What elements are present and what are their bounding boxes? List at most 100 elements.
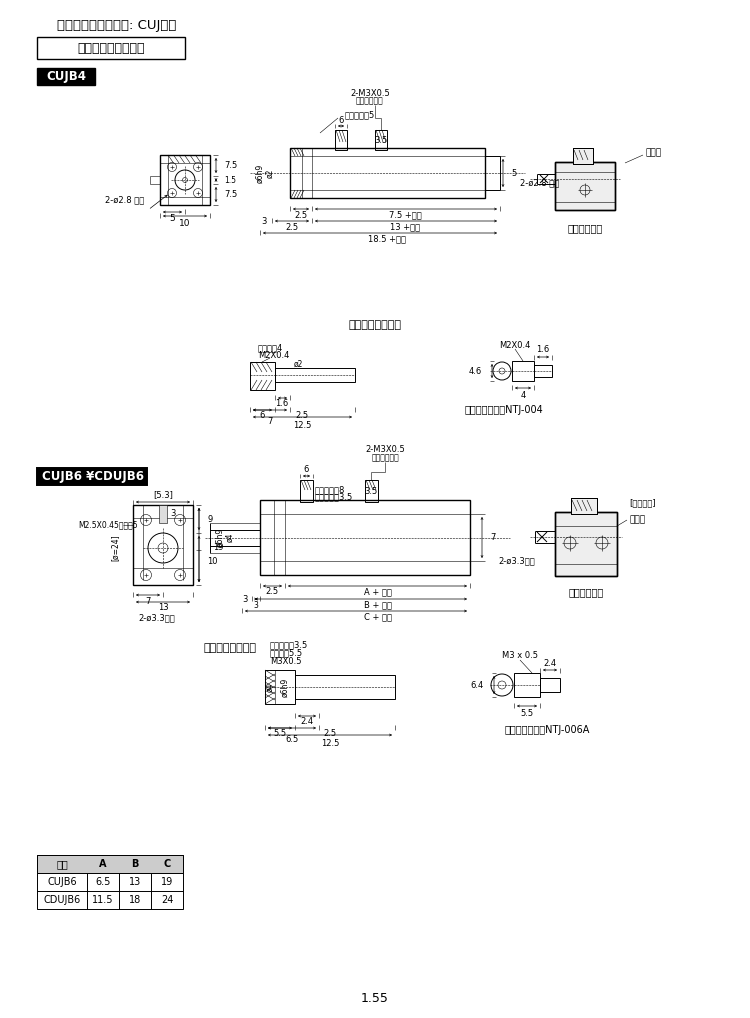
Text: 3.5: 3.5 — [374, 135, 388, 145]
Text: 2.5: 2.5 — [323, 730, 337, 738]
Text: [磁性开关]: [磁性开关] — [629, 499, 656, 508]
Bar — [37, 37, 185, 59]
Text: 1.6: 1.6 — [536, 345, 550, 354]
Text: 6.4: 6.4 — [471, 680, 484, 689]
Text: 两侧平面宽8: 两侧平面宽8 — [315, 486, 345, 495]
Bar — [275, 367, 355, 382]
Text: ø2: ø2 — [266, 168, 274, 178]
Text: 2.5: 2.5 — [266, 587, 278, 597]
Text: 10: 10 — [179, 219, 190, 227]
Bar — [573, 148, 593, 164]
Text: M2X0.4: M2X0.4 — [500, 340, 531, 349]
Bar — [37, 855, 183, 873]
Bar — [555, 512, 617, 576]
Text: [5.3]: [5.3] — [153, 491, 173, 500]
Text: 型号: 型号 — [56, 859, 68, 869]
Text: 杆端外螺纹的场合: 杆端外螺纹的场合 — [349, 320, 401, 330]
Bar — [290, 148, 485, 197]
Text: 7: 7 — [267, 417, 273, 427]
Text: ø6h9: ø6h9 — [256, 163, 265, 182]
Text: CDUJB6: CDUJB6 — [44, 895, 81, 905]
Text: 2-M3X0.5: 2-M3X0.5 — [365, 446, 405, 454]
Bar — [335, 130, 347, 150]
Text: 24: 24 — [160, 895, 173, 905]
Text: 19: 19 — [160, 876, 173, 887]
Bar — [37, 468, 147, 485]
Text: 6.5: 6.5 — [95, 876, 111, 887]
Bar — [133, 505, 193, 585]
Text: ø6h9: ø6h9 — [215, 528, 224, 547]
Bar — [37, 855, 183, 909]
Text: 单作用的场合: 单作用的场合 — [567, 223, 603, 233]
Bar — [534, 365, 552, 377]
Text: 单作用的场合: 单作用的场合 — [568, 587, 604, 597]
Text: 2-ø2.8 通孔: 2-ø2.8 通孔 — [105, 195, 144, 205]
Text: 12.5: 12.5 — [292, 420, 311, 430]
Text: 13: 13 — [158, 604, 168, 613]
Text: 7.5: 7.5 — [224, 190, 237, 199]
Text: 杆端螺母型号：NTJ-006A: 杆端螺母型号：NTJ-006A — [505, 725, 590, 735]
Text: 7.5 +行程: 7.5 +行程 — [389, 211, 422, 220]
Bar — [512, 361, 534, 381]
Bar — [260, 500, 470, 575]
Text: 4.6: 4.6 — [469, 366, 482, 376]
Text: 小型自由安装型气缸: CUJ系列: 小型自由安装型气缸: CUJ系列 — [57, 18, 176, 32]
Text: C + 行程: C + 行程 — [364, 613, 392, 622]
Text: 18: 18 — [129, 895, 141, 905]
Text: 杆端外螺纹的场合: 杆端外螺纹的场合 — [203, 643, 256, 653]
Text: [ø=24]: [ø=24] — [110, 534, 119, 561]
Bar — [365, 480, 378, 502]
Bar — [485, 156, 500, 190]
Text: （接管口径）: （接管口径） — [356, 97, 384, 106]
Text: 3: 3 — [254, 601, 259, 610]
Text: 7: 7 — [146, 597, 151, 606]
Text: 六角对边4: 六角对边4 — [258, 343, 284, 352]
Text: ø4: ø4 — [226, 532, 235, 543]
Text: 6: 6 — [260, 411, 265, 420]
Text: 12.5: 12.5 — [321, 738, 339, 747]
Text: 两侧平面宽3.5: 两侧平面宽3.5 — [270, 640, 308, 649]
Text: M3 x 0.5: M3 x 0.5 — [502, 652, 538, 661]
Text: ø2: ø2 — [293, 359, 303, 369]
Text: 18.5 +行程: 18.5 +行程 — [368, 234, 407, 243]
Text: 3: 3 — [170, 509, 176, 518]
Bar — [571, 498, 597, 514]
Bar — [573, 148, 593, 164]
Text: 2-ø3.3通孔: 2-ø3.3通孔 — [498, 557, 535, 566]
Text: CUJB4: CUJB4 — [46, 70, 86, 83]
Text: M2.5X0.45螺纹深5: M2.5X0.45螺纹深5 — [78, 520, 138, 529]
Text: M3X0.5: M3X0.5 — [270, 657, 302, 666]
Text: 5: 5 — [511, 169, 516, 177]
Text: 3.5: 3.5 — [364, 488, 377, 497]
Text: 2.5: 2.5 — [286, 223, 298, 231]
Text: 1.5: 1.5 — [224, 175, 236, 184]
Bar — [159, 505, 167, 523]
Text: 2-ø2.8 通孔: 2-ø2.8 通孔 — [520, 178, 560, 187]
Bar — [300, 480, 313, 502]
Text: CUJB6: CUJB6 — [47, 876, 76, 887]
Text: B + 行程: B + 行程 — [364, 601, 392, 610]
Text: 3: 3 — [242, 595, 248, 604]
Text: 2.4: 2.4 — [301, 718, 313, 727]
Text: B: B — [131, 859, 139, 869]
Bar — [571, 498, 597, 514]
Bar — [555, 162, 615, 210]
Text: ø4: ø4 — [266, 682, 274, 692]
Text: 2.5: 2.5 — [296, 411, 308, 420]
Text: 两侧平面宽5: 两侧平面宽5 — [345, 111, 375, 119]
Text: 5: 5 — [170, 214, 176, 223]
Text: 6.5: 6.5 — [285, 735, 298, 744]
Text: 六角对边5.5: 六角对边5.5 — [270, 648, 303, 658]
Text: 1.6: 1.6 — [275, 399, 289, 408]
Text: 13 +行程: 13 +行程 — [391, 223, 421, 231]
Text: ø6h9: ø6h9 — [280, 677, 290, 696]
Text: C: C — [164, 859, 170, 869]
Text: 2.5: 2.5 — [295, 211, 307, 220]
Text: （接管口径）: （接管口径） — [371, 453, 399, 462]
Text: 通气口: 通气口 — [629, 515, 645, 524]
Text: A: A — [99, 859, 106, 869]
Text: 杆端螺母型号：NTJ-004: 杆端螺母型号：NTJ-004 — [465, 405, 544, 415]
Text: 6: 6 — [303, 465, 309, 474]
Text: A + 行程: A + 行程 — [364, 587, 392, 597]
Bar — [555, 512, 617, 576]
